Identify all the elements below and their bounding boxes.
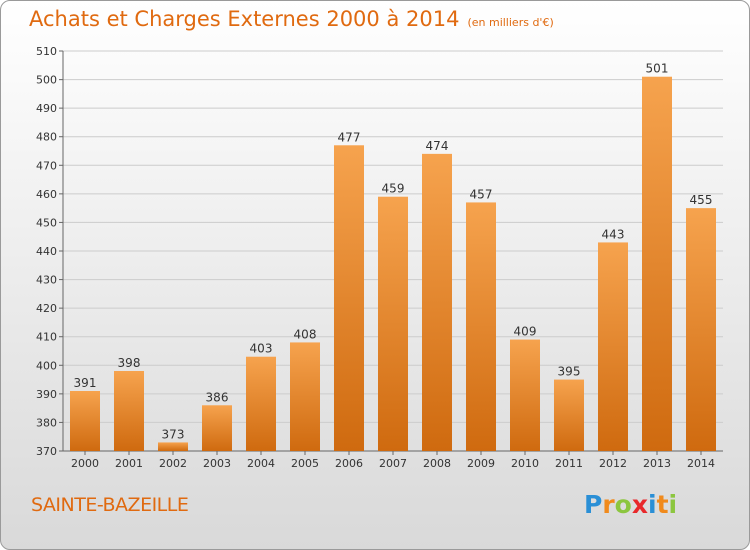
value-label: 474 [426,139,449,153]
x-tick-label: 2010 [511,457,539,470]
bar-2008 [422,153,452,451]
logo-letter: i [648,490,657,519]
labels: 391 398 373 386 403 408 477 459 474 457 409 395 443 5… [74,62,713,442]
y-tick-label: 420 [36,302,57,315]
x-tick-label: 2002 [159,457,187,470]
value-label: 395 [558,365,581,379]
x-tick-label: 2006 [335,457,363,470]
y-tick-label: 470 [36,159,57,172]
x-tick-label: 2011 [555,457,583,470]
bar-2011 [554,379,584,451]
value-label: 443 [602,227,625,241]
chart-subtitle: (en milliers d'€) [467,16,554,29]
y-tick-label: 510 [36,45,57,58]
value-label: 457 [470,187,493,201]
y-tick-label: 410 [36,331,57,344]
value-label: 398 [118,356,141,370]
logo-letter: r [602,490,615,519]
x-tick-label: 2007 [379,457,407,470]
x-tick-label: 2012 [599,457,627,470]
x-tick-label: 2013 [643,457,671,470]
x-tick-label: 2009 [467,457,495,470]
y-tick-label: 400 [36,359,57,372]
commune-name: SAINTE-BAZEILLE [31,494,189,516]
bar-2004 [246,356,276,451]
value-label: 459 [382,182,405,196]
bar-2005 [290,342,320,451]
logo-letter: P [584,490,603,519]
bar-2013 [642,76,672,451]
logo-letter: x [631,490,648,519]
y-tick-label: 430 [36,274,57,287]
x-tick-label: 2014 [687,457,715,470]
bar-2012 [598,242,628,451]
value-label: 501 [646,62,669,76]
bar-2009 [466,202,496,451]
logo-letter: t [656,490,669,519]
value-label: 409 [514,325,537,339]
bar-2010 [510,339,540,451]
chart-title-text: Achats et Charges Externes 2000 à 2014 [29,7,460,31]
x-tick-label: 2003 [203,457,231,470]
y-tick-label: 380 [36,416,57,429]
bars [70,76,716,452]
bar-2003 [202,405,232,451]
y-tick-label: 370 [36,445,57,458]
bar-2014 [686,208,716,451]
x-tick-label: 2005 [291,457,319,470]
y-tick-label: 440 [36,245,57,258]
proxiti-logo[interactable]: Proxiti [584,490,677,519]
y-tick-label: 500 [36,74,57,87]
value-label: 403 [250,342,273,356]
y-tick-label: 460 [36,188,57,201]
y-tick-label: 480 [36,131,57,144]
bar-2002 [158,442,188,451]
value-label: 477 [338,130,361,144]
bar-2006 [334,145,364,452]
y-tick-label: 450 [36,216,57,229]
logo-letter: o [614,490,632,519]
logo-letter: i [668,490,678,519]
bar-2007 [378,196,408,451]
x-tick-label: 2008 [423,457,451,470]
value-label: 408 [294,327,317,341]
x-tick-label: 2001 [115,457,143,470]
y-tick-label: 490 [36,102,57,115]
value-label: 386 [206,390,229,404]
bar-2001 [114,371,144,451]
chart-title: Achats et Charges Externes 2000 à 2014 (e… [29,7,554,31]
x-tick-label: 2004 [247,457,275,470]
value-label: 391 [74,376,97,390]
x-tick-label: 2000 [71,457,99,470]
value-label: 455 [690,193,713,207]
bar-2000 [70,391,100,451]
value-label: 373 [162,427,185,441]
y-tick-label: 390 [36,388,57,401]
